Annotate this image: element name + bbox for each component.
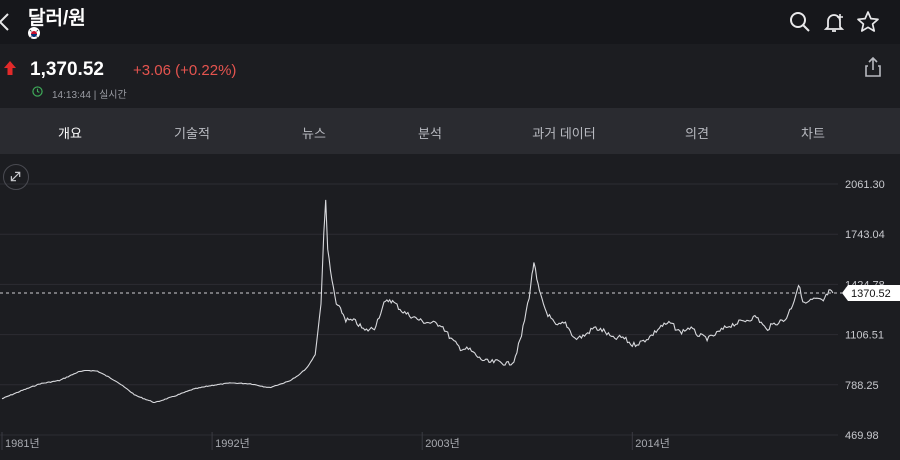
tab-technical[interactable]: 기술적 — [174, 126, 210, 141]
tab-historical-data[interactable]: 과거 데이터 — [532, 126, 596, 141]
tab-news[interactable]: 뉴스 — [302, 126, 326, 141]
last-price: 1,370.52 — [30, 59, 104, 80]
y-tick-label: 469.98 — [845, 430, 879, 442]
current-price-tag — [842, 284, 900, 301]
korea-flag-icon — [28, 27, 40, 39]
x-tick-label: 2014년 — [635, 437, 670, 450]
price-chart[interactable]: 2061.301743.041424.781106.51788.25469.98… — [0, 154, 900, 460]
clock-icon — [32, 86, 43, 97]
x-tick-label: 1992년 — [215, 437, 250, 450]
tab-analysis[interactable]: 분석 — [418, 126, 442, 141]
page-title: 달러/원 — [28, 8, 86, 29]
y-tick-label: 1743.04 — [845, 229, 885, 241]
expand-button[interactable] — [3, 164, 29, 190]
current-price-label: 1370.52 — [851, 288, 891, 300]
quote-summary: 1,370.52 +3.06 (+0.22%) 14:13:44 | 실시간 — [0, 44, 900, 108]
y-tick-label: 1106.51 — [845, 330, 884, 342]
search-icon[interactable] — [788, 10, 812, 34]
top-bar: 달러/원 — [0, 0, 900, 44]
expand-icon — [10, 171, 21, 182]
chevron-left-icon[interactable] — [0, 12, 12, 32]
bell-plus-icon[interactable] — [822, 10, 846, 34]
arrow-up-icon — [4, 61, 16, 75]
price-change: +3.06 (+0.22%) — [133, 62, 237, 79]
price-series-line — [1, 199, 834, 404]
tab-chart[interactable]: 차트 — [801, 126, 825, 141]
update-time: 14:13:44 | 실시간 — [52, 90, 127, 101]
y-tick-label: 2061.30 — [845, 179, 885, 191]
x-tick-label: 1981년 — [5, 437, 40, 450]
y-tick-label: 788.25 — [845, 380, 879, 392]
section-tabs: 개요 기술적 뉴스 분석 과거 데이터 의견 차트 — [0, 108, 900, 154]
tab-opinion[interactable]: 의견 — [685, 126, 709, 141]
star-icon[interactable] — [856, 10, 880, 34]
x-tick-label: 2003년 — [425, 437, 460, 450]
tab-overview[interactable]: 개요 — [58, 126, 82, 141]
share-icon[interactable] — [864, 56, 882, 78]
